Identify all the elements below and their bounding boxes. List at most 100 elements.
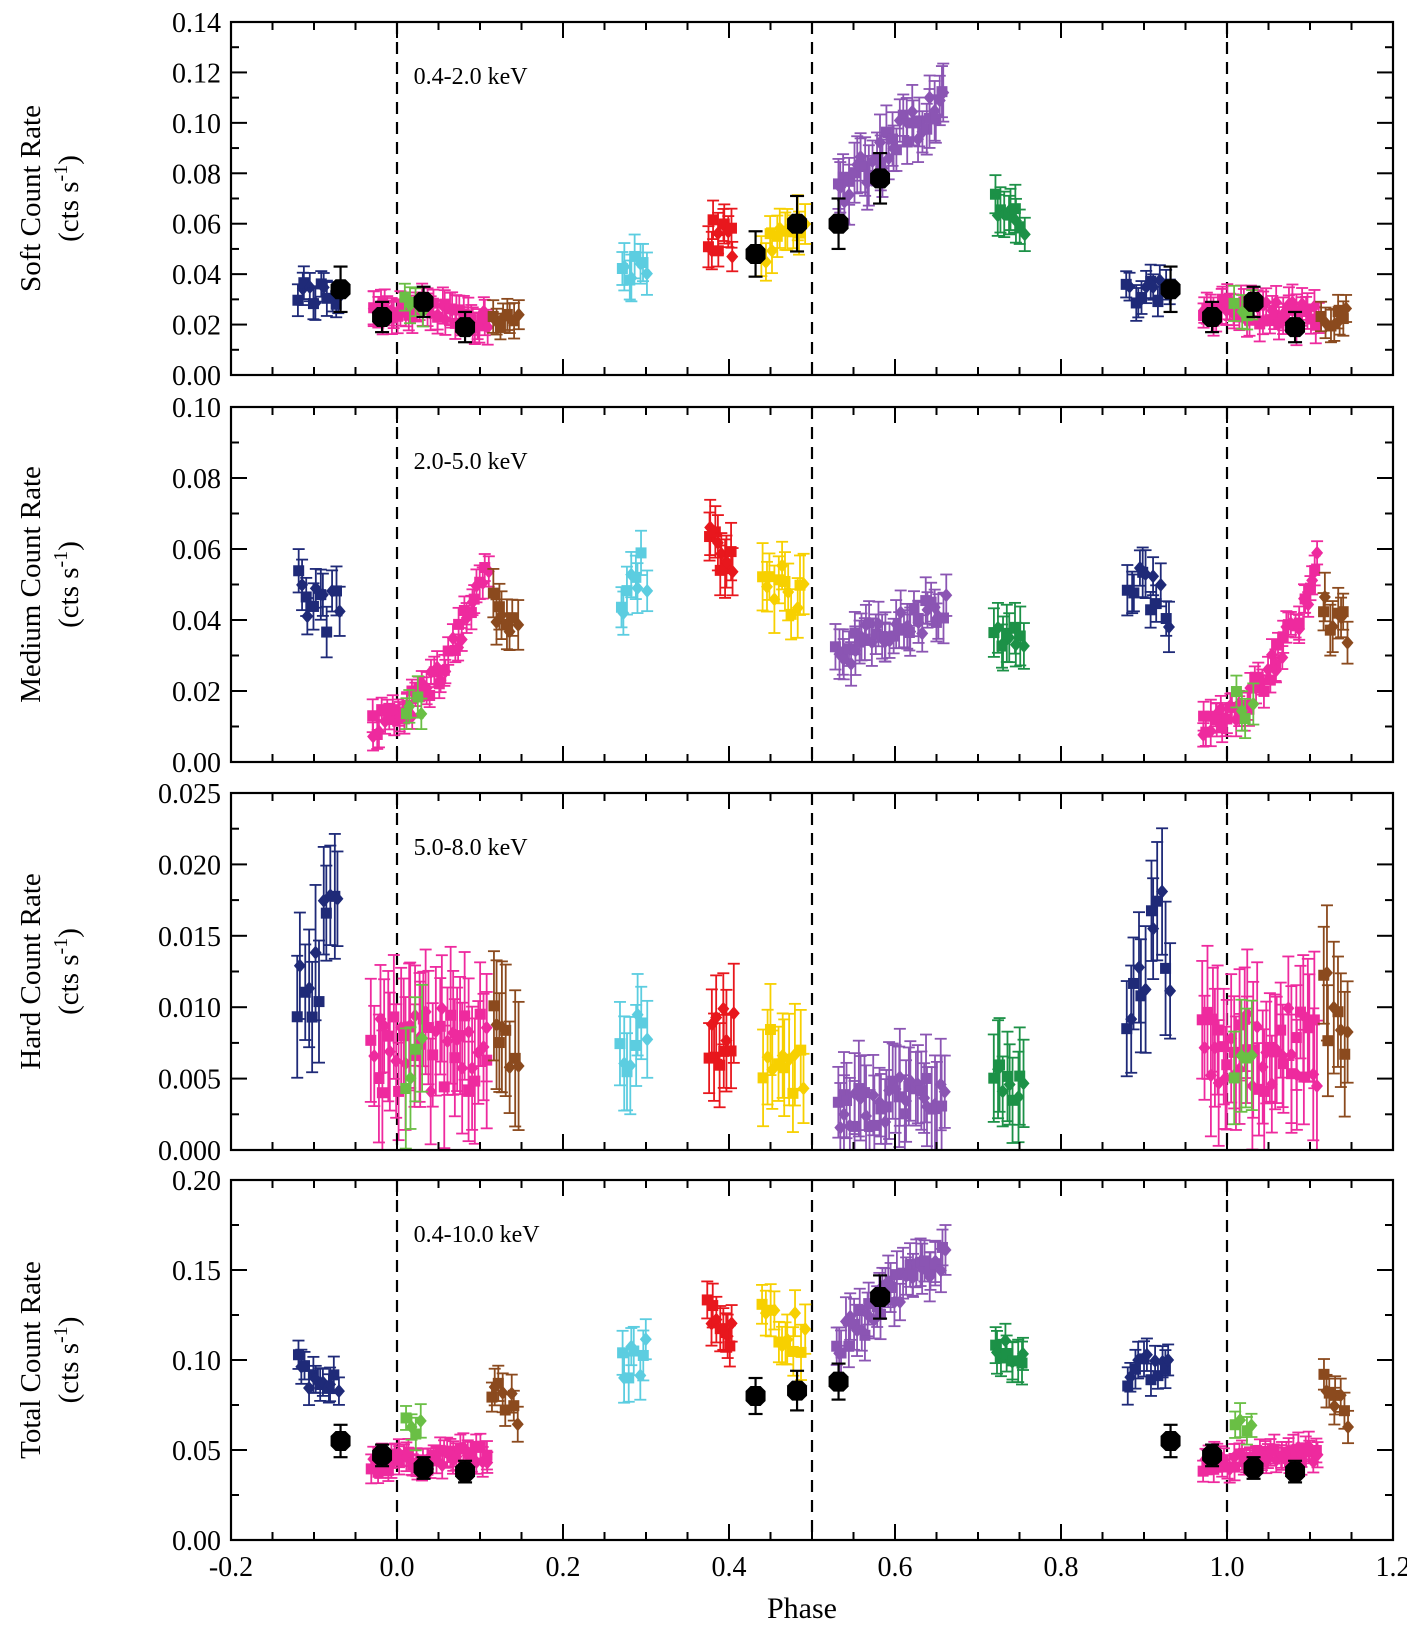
data-point bbox=[368, 1048, 381, 1063]
binned-point bbox=[745, 1386, 766, 1406]
data-point bbox=[1252, 672, 1264, 684]
data-point bbox=[1122, 1380, 1134, 1392]
data-series bbox=[1197, 540, 1324, 748]
data-point bbox=[495, 608, 508, 623]
data-point bbox=[1160, 613, 1172, 625]
data-series bbox=[829, 573, 953, 687]
data-point bbox=[406, 685, 418, 697]
data-point bbox=[1243, 703, 1255, 715]
data-series bbox=[487, 568, 525, 651]
data-point bbox=[1016, 1357, 1028, 1369]
data-point bbox=[795, 1044, 807, 1056]
data-point bbox=[1303, 1446, 1315, 1458]
data-point bbox=[505, 1386, 518, 1401]
data-series bbox=[832, 1027, 951, 1150]
data-point bbox=[1309, 564, 1321, 576]
energy-band-label: 2.0-5.0 keV bbox=[414, 449, 529, 475]
data-point bbox=[720, 554, 733, 569]
data-point bbox=[637, 257, 649, 269]
data-point bbox=[409, 1043, 421, 1055]
data-point bbox=[455, 632, 468, 647]
data-point bbox=[1136, 292, 1148, 304]
data-point bbox=[376, 1087, 388, 1099]
data-point bbox=[480, 1020, 493, 1035]
data-point bbox=[1341, 635, 1354, 650]
data-point bbox=[1337, 606, 1349, 618]
data-point bbox=[1145, 1374, 1157, 1386]
binned-point bbox=[1202, 307, 1223, 328]
data-series bbox=[832, 62, 950, 226]
data-point bbox=[1228, 1072, 1240, 1084]
data-point bbox=[1211, 714, 1223, 726]
data-point bbox=[1240, 1052, 1252, 1064]
data-point bbox=[890, 144, 902, 156]
data-point bbox=[465, 1447, 477, 1459]
data-point bbox=[1303, 1022, 1315, 1034]
data-point bbox=[1257, 315, 1269, 327]
data-point bbox=[771, 230, 783, 242]
data-point bbox=[778, 1062, 790, 1074]
data-point bbox=[707, 1300, 719, 1312]
y-tick-label: 0.10 bbox=[172, 393, 221, 424]
data-series bbox=[989, 1322, 1029, 1386]
data-point bbox=[1268, 1443, 1280, 1455]
data-point bbox=[725, 1316, 738, 1331]
data-point bbox=[372, 1466, 384, 1478]
data-series bbox=[756, 1283, 812, 1381]
data-point bbox=[1258, 1085, 1270, 1097]
y-tick-label: 0.000 bbox=[158, 1136, 221, 1167]
data-point bbox=[1299, 593, 1311, 605]
data-point bbox=[492, 1377, 504, 1389]
data-point bbox=[726, 564, 739, 579]
y-tick-label: 0.10 bbox=[172, 1346, 221, 1377]
data-point bbox=[787, 1087, 799, 1099]
data-point bbox=[373, 1072, 385, 1084]
data-point bbox=[1315, 311, 1327, 323]
data-point bbox=[1145, 604, 1157, 616]
data-point bbox=[381, 705, 393, 717]
data-point bbox=[388, 1011, 400, 1023]
data-point bbox=[1282, 1001, 1295, 1016]
data-point bbox=[382, 1030, 394, 1042]
data-point bbox=[488, 1000, 500, 1012]
data-point bbox=[996, 1084, 1009, 1099]
binned-point bbox=[1160, 279, 1181, 300]
data-point bbox=[1229, 1419, 1241, 1431]
data-point bbox=[1017, 638, 1030, 653]
data-point bbox=[307, 600, 319, 612]
data-point bbox=[1298, 1071, 1310, 1083]
data-point bbox=[313, 996, 325, 1008]
data-point bbox=[481, 1455, 494, 1470]
data-point bbox=[937, 85, 950, 100]
data-point bbox=[486, 1391, 498, 1403]
data-point bbox=[479, 562, 491, 574]
data-point bbox=[999, 1333, 1012, 1348]
data-point bbox=[756, 1298, 768, 1310]
y-tick-label: 0.015 bbox=[158, 922, 221, 953]
data-point bbox=[1154, 577, 1167, 592]
data-series bbox=[1228, 998, 1258, 1126]
data-point bbox=[1156, 884, 1169, 899]
data-point bbox=[701, 1294, 713, 1306]
binned-series bbox=[330, 1274, 1306, 1484]
data-point bbox=[843, 187, 856, 202]
data-point bbox=[887, 133, 899, 145]
data-series bbox=[1317, 1358, 1355, 1445]
data-point bbox=[1128, 587, 1140, 599]
data-series bbox=[1121, 546, 1175, 654]
data-point bbox=[1219, 1070, 1232, 1085]
data-point bbox=[725, 1045, 737, 1057]
data-point bbox=[1160, 962, 1172, 974]
data-point bbox=[1121, 584, 1133, 596]
data-point bbox=[726, 249, 739, 264]
data-point bbox=[879, 631, 891, 643]
data-point bbox=[404, 1071, 417, 1086]
data-point bbox=[296, 577, 309, 592]
data-point bbox=[938, 1084, 951, 1099]
data-series bbox=[399, 983, 429, 1150]
data-point bbox=[773, 574, 785, 586]
data-point bbox=[1241, 1044, 1253, 1056]
data-point bbox=[299, 1360, 311, 1372]
data-series bbox=[615, 529, 654, 636]
